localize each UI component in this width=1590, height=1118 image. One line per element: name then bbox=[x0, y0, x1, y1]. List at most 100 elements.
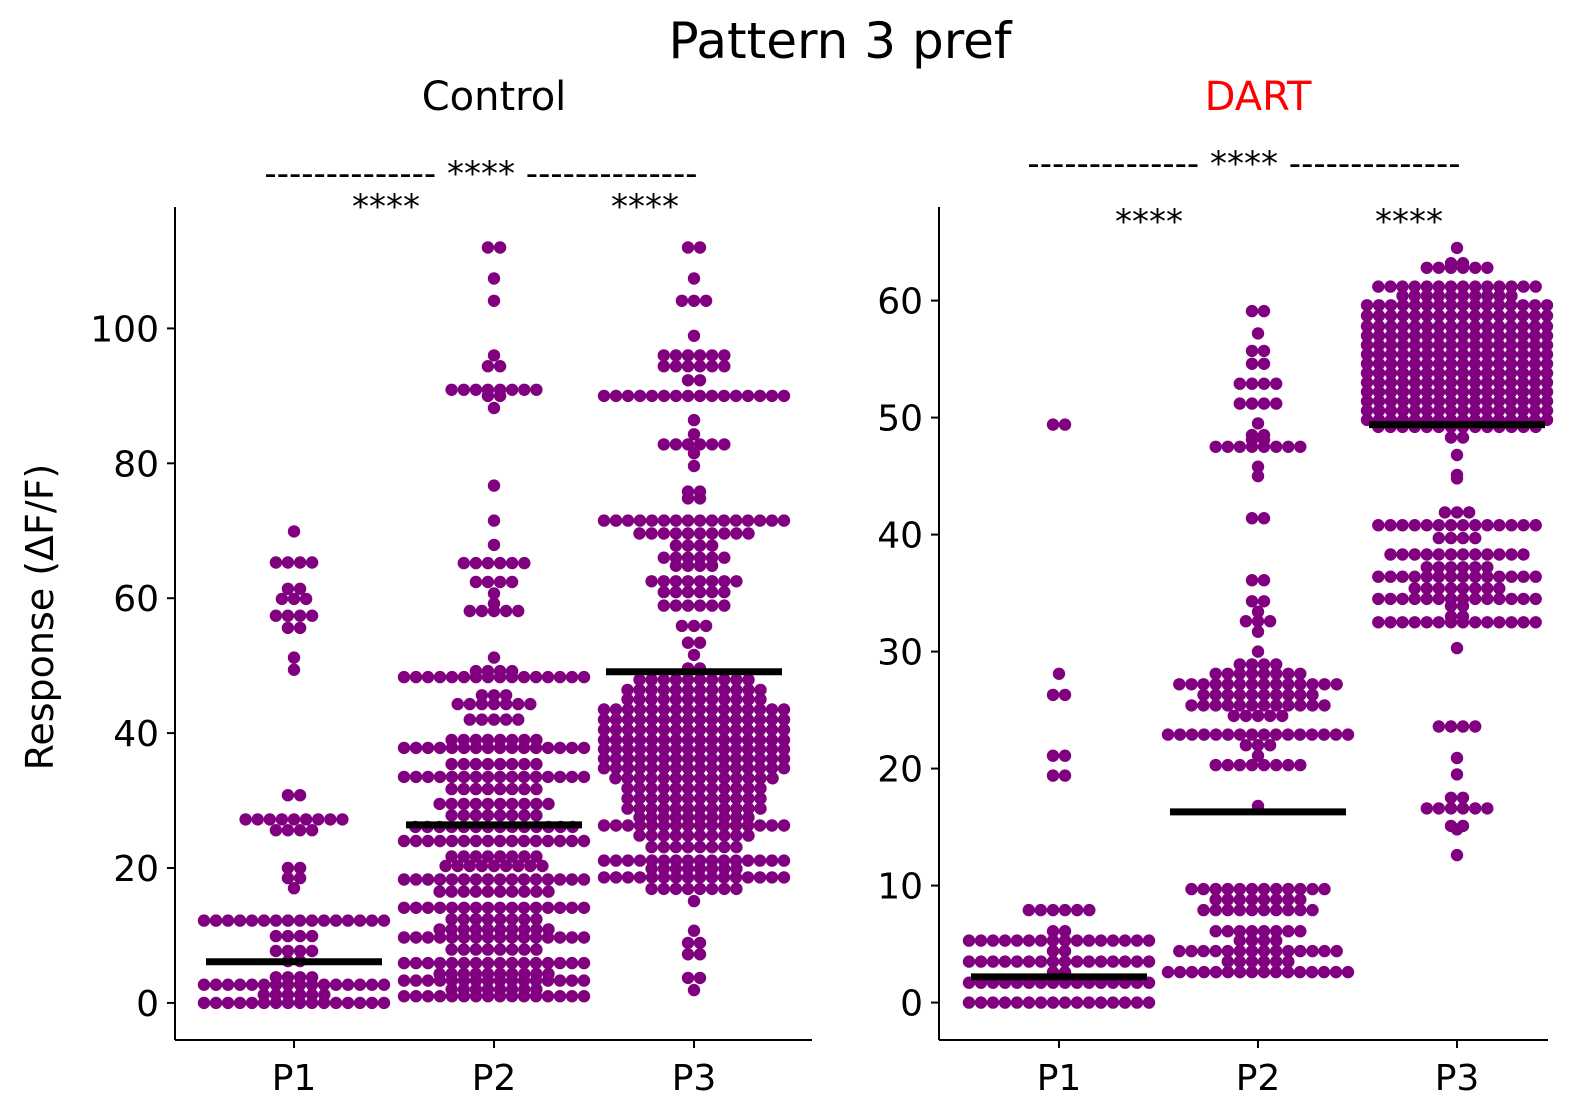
control-p2-point bbox=[457, 901, 471, 914]
dart-p2-point bbox=[1233, 678, 1247, 691]
dart-p2-point bbox=[1251, 749, 1265, 762]
dart-p2-point bbox=[1173, 965, 1187, 979]
control-p3-point bbox=[597, 854, 611, 867]
dart-p2-point bbox=[1209, 667, 1222, 680]
dart-p2-point bbox=[1245, 882, 1259, 896]
dart-p2-point bbox=[1185, 944, 1198, 958]
dart-p3-point bbox=[1396, 395, 1410, 408]
dart-p2-point bbox=[1294, 667, 1307, 680]
dart-p3-point bbox=[1492, 395, 1506, 408]
control-p2-point bbox=[553, 834, 567, 848]
control-p3-point bbox=[645, 792, 658, 805]
control-p2-point bbox=[397, 834, 411, 848]
dart-p3-point bbox=[1420, 329, 1434, 342]
control-p3-point bbox=[687, 648, 701, 662]
control-p3-point bbox=[645, 871, 659, 884]
control-p2-point bbox=[469, 990, 483, 1003]
control-p3-point bbox=[669, 743, 683, 756]
control-p3-point bbox=[729, 752, 743, 765]
dart-p2-point bbox=[1233, 934, 1247, 947]
dart-p2-point bbox=[1318, 699, 1331, 712]
dart-p3-point bbox=[1372, 570, 1385, 583]
control-p3-point bbox=[681, 683, 695, 697]
dart-p2-point bbox=[1257, 512, 1271, 525]
dart-p3-point bbox=[1360, 299, 1374, 312]
control-p3-point bbox=[742, 772, 755, 785]
control-p2-point bbox=[493, 901, 507, 914]
control-p2-point bbox=[469, 901, 483, 914]
dart-p1-point bbox=[1118, 955, 1132, 968]
control-p3-point bbox=[669, 360, 683, 373]
control-p3-point bbox=[657, 862, 670, 875]
dart-p2-point bbox=[1341, 965, 1355, 979]
dart-p2-point bbox=[1281, 965, 1295, 979]
control-p2-point bbox=[505, 797, 519, 811]
dart-p3-point bbox=[1480, 404, 1494, 417]
dart-p3-point bbox=[1372, 329, 1386, 342]
control-p3-point bbox=[681, 713, 695, 726]
dart-p2-point bbox=[1245, 903, 1259, 917]
dart-p3-point bbox=[1505, 280, 1518, 293]
control-p3-point bbox=[717, 871, 731, 884]
dart-p2-point bbox=[1270, 925, 1283, 938]
control-p3-point bbox=[669, 829, 683, 842]
control-points bbox=[197, 241, 791, 1010]
control-p3-point bbox=[657, 752, 671, 765]
control-p3-point bbox=[609, 772, 622, 785]
control-y-tick-label-40: 40 bbox=[113, 714, 159, 755]
control-p2-point bbox=[469, 670, 483, 684]
dart-p1-point bbox=[1052, 667, 1066, 680]
dart-p3-point bbox=[1420, 320, 1434, 333]
control-p2-point bbox=[518, 797, 531, 811]
dart-p2-point bbox=[1233, 699, 1247, 712]
control-p3-point bbox=[681, 971, 695, 985]
dart-p3-point bbox=[1456, 599, 1470, 613]
control-p3-point bbox=[645, 829, 658, 842]
dart-p3-point bbox=[1456, 519, 1470, 532]
control-p1-point bbox=[245, 996, 259, 1010]
control-p2-point bbox=[541, 670, 555, 684]
control-p2-point bbox=[469, 974, 483, 987]
control-p2-point bbox=[481, 757, 495, 771]
control-p3-point bbox=[718, 527, 731, 540]
control-p3-point bbox=[705, 703, 719, 716]
control-p3-point bbox=[741, 713, 755, 726]
control-p2-point bbox=[512, 604, 525, 618]
control-p3-point bbox=[753, 514, 767, 527]
dart-p2-point bbox=[1233, 955, 1247, 968]
control-p2-point bbox=[457, 974, 471, 987]
dart-p3-point bbox=[1517, 280, 1530, 293]
control-p2-point bbox=[530, 797, 543, 811]
dart-p2-point bbox=[1209, 699, 1222, 712]
dart-p2-point bbox=[1257, 440, 1271, 453]
control-p3-point bbox=[718, 792, 731, 805]
dart-p2-point bbox=[1306, 678, 1319, 691]
dart-p3-point bbox=[1432, 720, 1446, 733]
control-p3-point bbox=[705, 539, 719, 552]
dart-p3-point bbox=[1540, 320, 1554, 333]
dart-p2-point bbox=[1257, 688, 1271, 702]
control-p3-point bbox=[729, 514, 743, 527]
control-p2-point bbox=[505, 782, 519, 796]
control-p2-point bbox=[505, 757, 519, 771]
dart-p3-point bbox=[1450, 768, 1464, 781]
dart-p3-point bbox=[1408, 338, 1422, 352]
control-p2-point bbox=[487, 349, 501, 362]
dart-p3-point bbox=[1432, 561, 1446, 574]
dart-p2-point bbox=[1282, 944, 1295, 958]
dart-p3-point bbox=[1432, 802, 1446, 815]
control-p3-point bbox=[669, 782, 683, 795]
control-p3-point bbox=[766, 772, 779, 785]
control-p3-point bbox=[777, 743, 791, 756]
control-p3-point bbox=[633, 713, 647, 726]
control-p3-point bbox=[693, 733, 707, 747]
dart-p2-point bbox=[1317, 728, 1331, 741]
control-p2-point bbox=[469, 885, 483, 898]
control-p3-point bbox=[669, 733, 683, 747]
dart-p2-point bbox=[1209, 944, 1222, 958]
dart-p2-point bbox=[1318, 882, 1331, 896]
dart-p1-point bbox=[1046, 955, 1060, 968]
dart-p1-point bbox=[1094, 996, 1108, 1009]
control-p3-point bbox=[597, 743, 611, 756]
dart-p2-point bbox=[1306, 944, 1319, 958]
